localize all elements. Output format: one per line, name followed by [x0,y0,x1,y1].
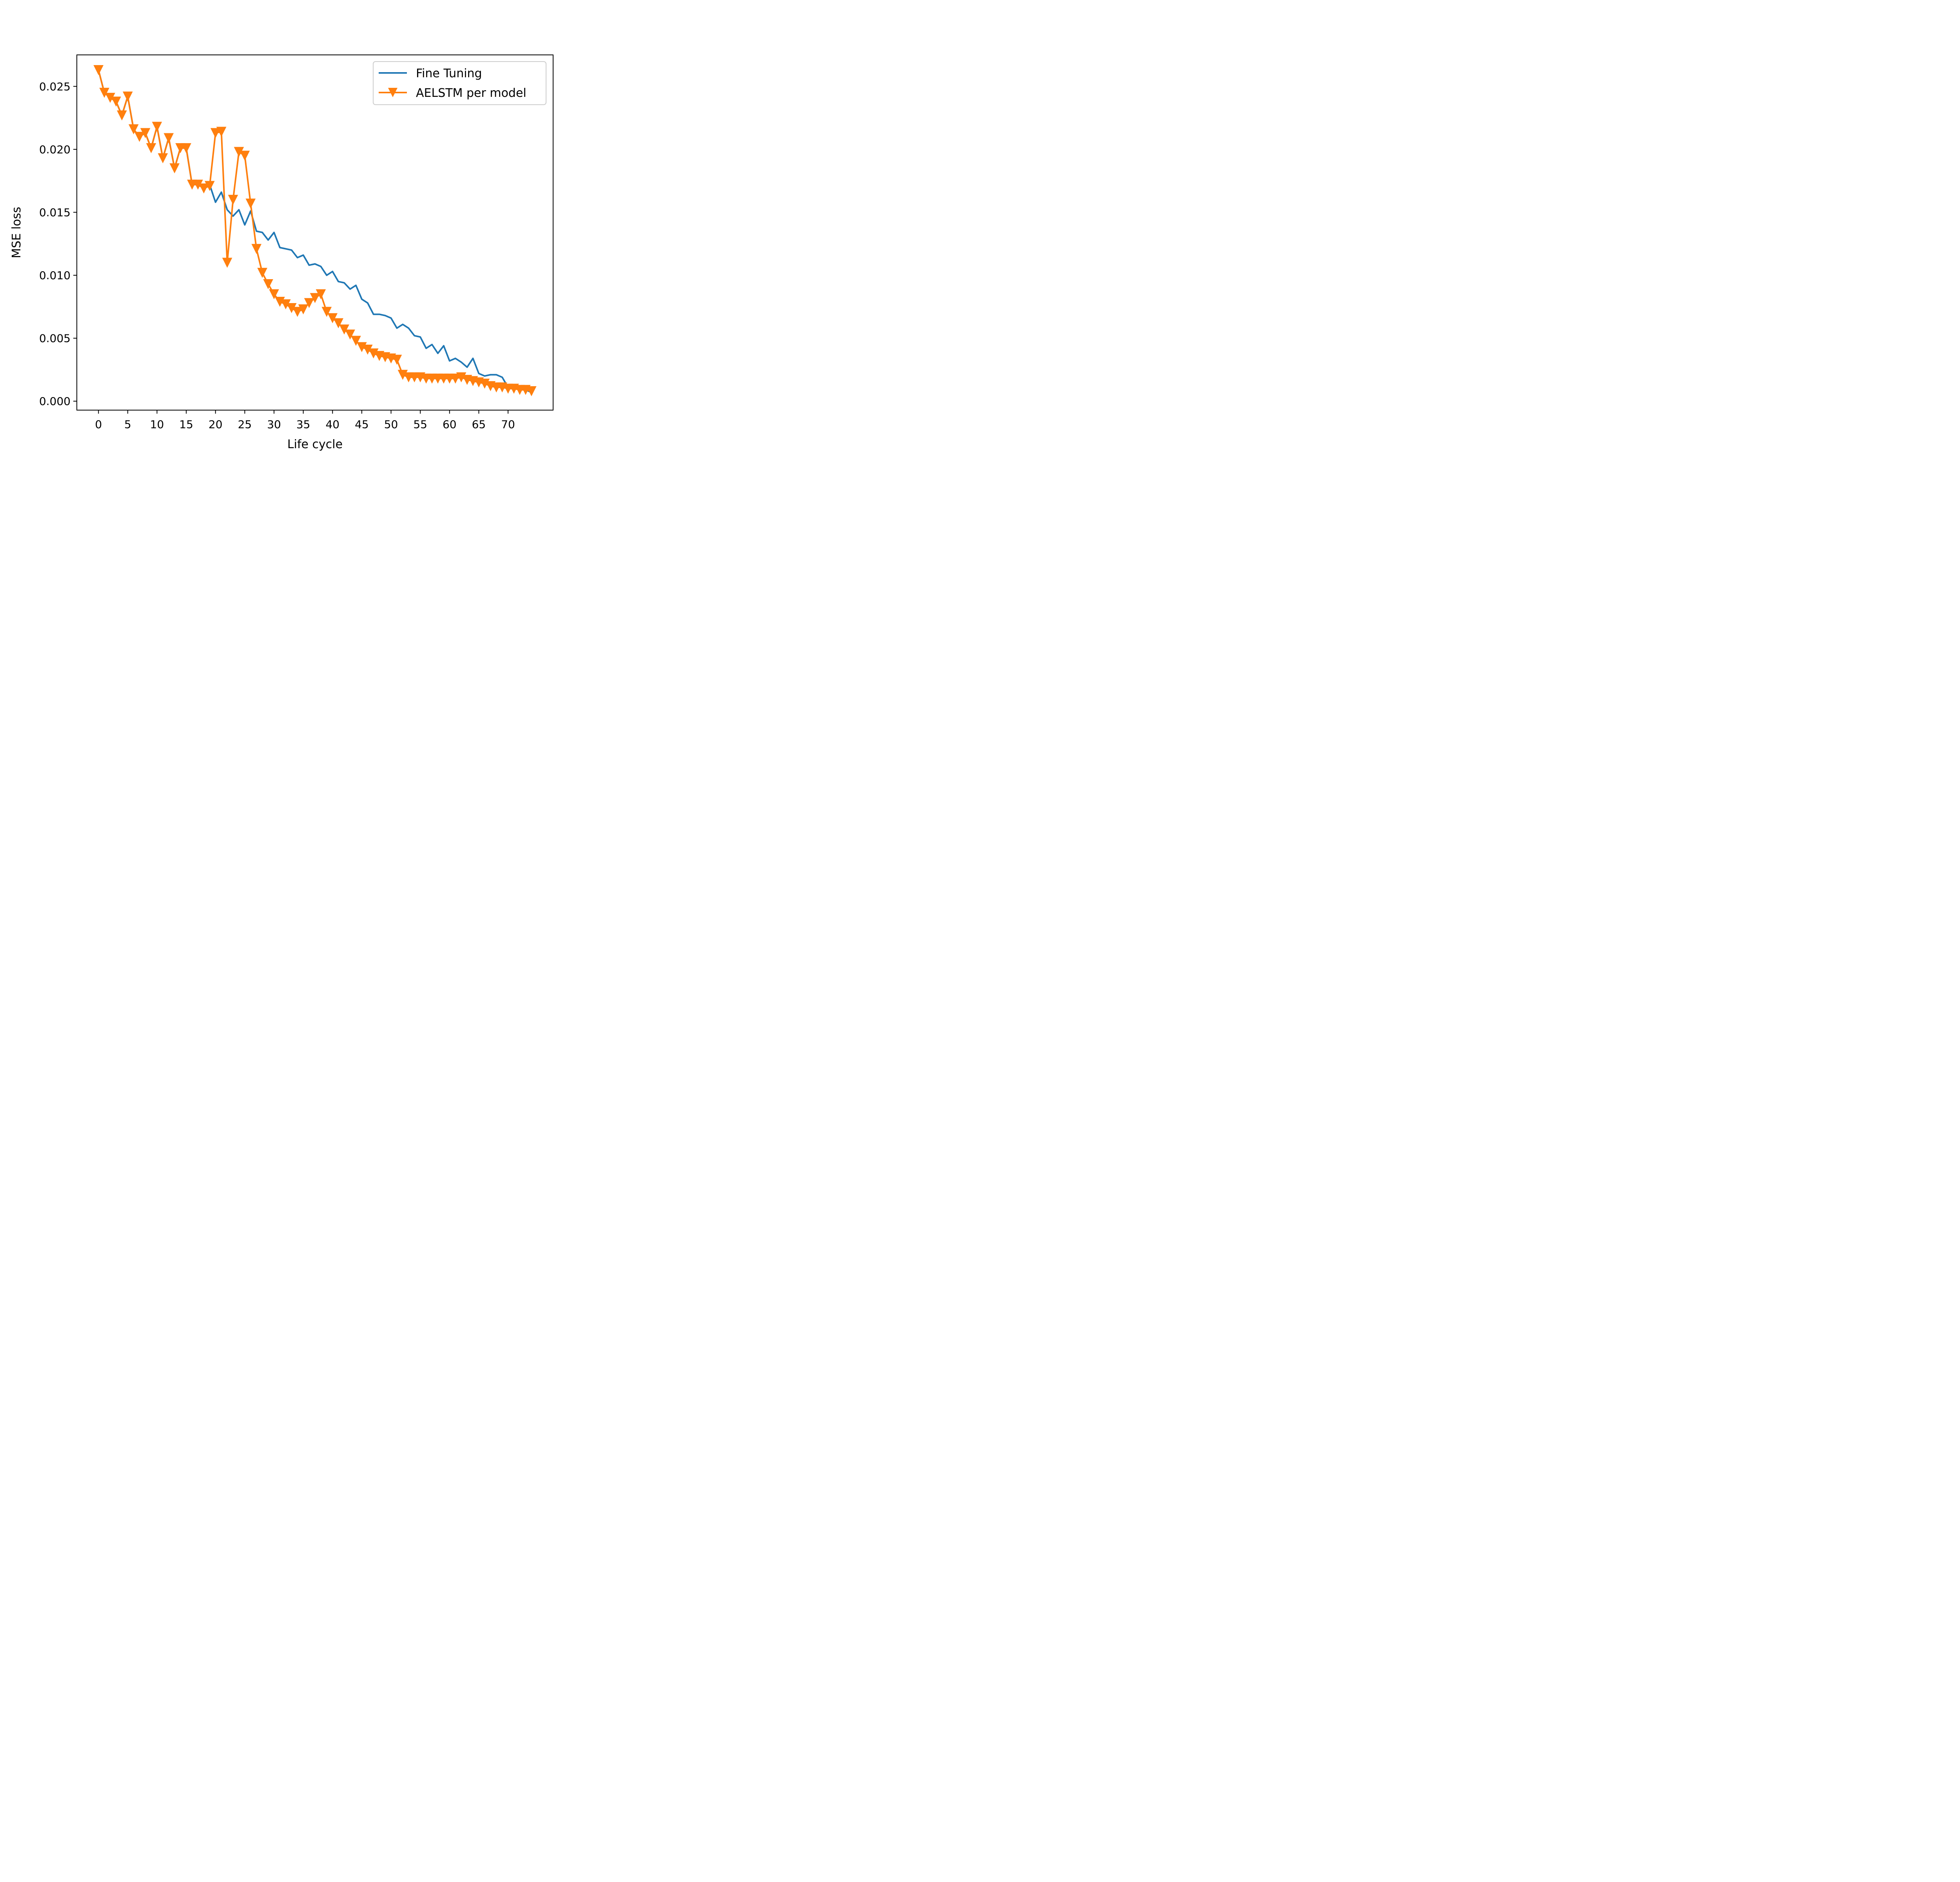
x-tick-label: 0 [95,418,102,431]
data-point-marker [181,143,191,153]
data-point-marker [163,133,174,144]
data-point-marker [333,318,344,329]
data-point-marker [269,289,279,300]
data-point-marker [321,307,332,317]
legend-label-aelstm-per-model: AELSTM per model [416,86,526,100]
data-point-marker [351,336,361,346]
x-tick-label: 20 [209,418,223,431]
series-layer [93,65,537,396]
x-axis-label: Life cycle [287,438,343,451]
legend: Fine Tuning AELSTM per model [373,61,546,105]
data-point-marker [128,124,139,134]
data-point-marker [263,279,273,289]
data-point-marker [152,122,162,132]
data-point-marker [526,386,537,396]
data-point-marker [210,128,221,138]
x-tick-label: 70 [501,418,515,431]
x-tick-label: 65 [472,418,486,431]
data-point-marker [123,91,133,102]
data-point-marker [140,128,151,138]
data-point-marker [450,373,461,384]
legend-label-fine-tuning: Fine Tuning [416,67,482,80]
plot-frame [76,54,554,411]
data-point-marker [345,329,355,340]
data-point-marker [245,198,256,209]
y-axis-label: MSE loss [10,207,24,258]
legend-box [373,61,546,105]
legend-marker-triangle-down-icon [388,88,397,97]
data-point-marker [117,110,127,121]
x-tick-label: 15 [179,418,193,431]
data-point-marker [199,183,209,194]
data-point-marker [216,127,227,137]
data-point-marker [240,151,250,161]
x-tick-label: 35 [296,418,310,431]
data-point-marker [298,304,309,314]
data-point-marker [339,324,349,335]
y-tick-label: 0.000 [39,395,71,408]
data-point-marker [257,268,267,278]
y-tick-label: 0.010 [39,269,71,282]
data-point-marker [134,132,145,142]
x-tick-label: 5 [124,418,131,431]
data-point-marker [316,289,326,300]
y-tick-label: 0.020 [39,143,71,156]
data-point-marker [205,181,215,191]
data-point-marker [251,244,262,254]
data-point-marker [327,313,338,323]
data-point-marker [304,298,314,308]
data-point-marker [99,87,109,98]
data-point-marker [146,143,156,153]
x-tick-label: 55 [413,418,427,431]
data-point-marker [392,354,402,365]
y-tick-label: 0.015 [39,206,71,219]
data-point-marker [292,307,303,317]
y-tick-label: 0.025 [39,80,71,93]
x-tick-label: 40 [325,418,339,431]
data-point-marker [228,194,238,205]
data-point-marker [169,163,180,174]
data-point-marker [158,153,168,163]
x-axis: 0 5 10 15 20 25 30 35 40 45 50 55 60 65 70 [95,410,515,431]
chart: 0 5 10 15 20 25 30 35 40 45 50 55 60 65 70 0.0000.0050… [0,0,611,458]
data-point-marker [111,96,121,107]
data-point-marker [222,258,232,268]
x-tick-label: 25 [238,418,252,431]
x-tick-label: 45 [355,418,369,431]
y-tick-label: 0.005 [39,332,71,345]
x-tick-label: 60 [443,418,457,431]
x-tick-label: 50 [384,418,398,431]
x-tick-label: 10 [150,418,164,431]
y-axis: 0.000 0.005 0.010 0.015 0.020 0.025 [39,80,77,408]
data-point-marker [310,293,320,303]
x-tick-label: 30 [267,418,281,431]
data-point-marker [93,65,104,75]
